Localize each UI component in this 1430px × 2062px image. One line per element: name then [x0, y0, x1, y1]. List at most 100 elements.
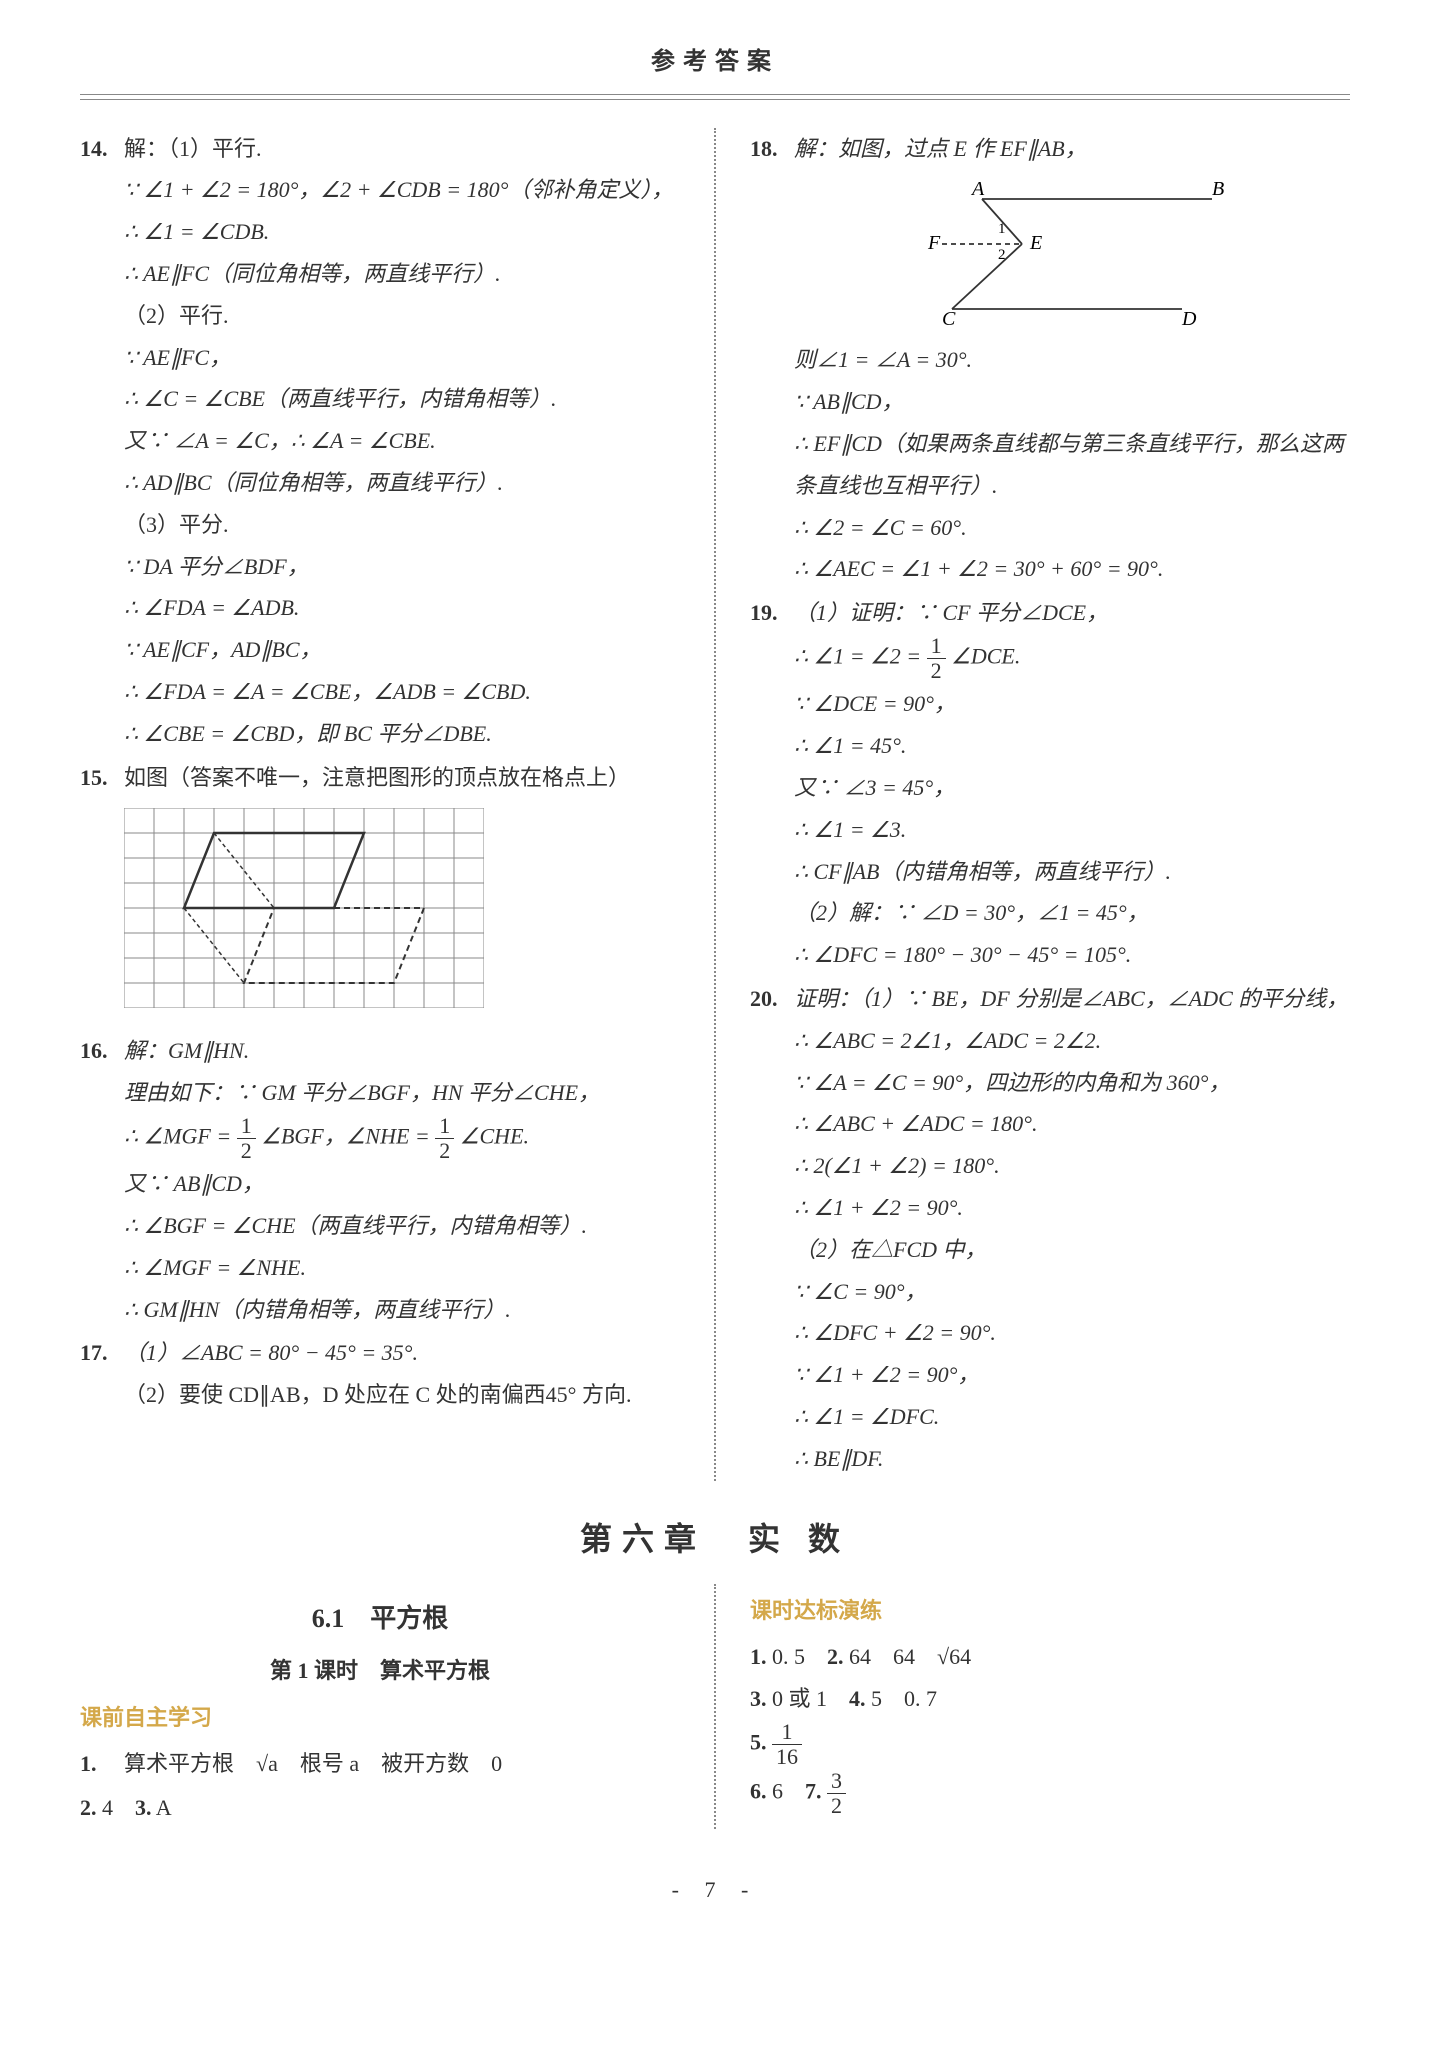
q14-line: 又∵ ∠A = ∠C，∴ ∠A = ∠CBE. [124, 420, 680, 462]
q20-line: ∴ ∠ABC + ∠ADC = 180°. [794, 1103, 1350, 1145]
r6-text: 6 [772, 1779, 783, 1804]
q17-body: （1）∠ABC = 80° − 45° = 35°. （2）要使 CD∥AB，D… [124, 1332, 680, 1416]
q15: 15. 如图（答案不唯一，注意把图形的顶点放在格点上） [80, 757, 680, 799]
q16-line: 又∵ AB∥CD， [124, 1163, 680, 1205]
q20-number: 20. [750, 978, 786, 1480]
q18-body: 解：如图，过点 E 作 EF∥AB， A B C D E F 1 [794, 128, 1350, 591]
pre-item-1-text: 算术平方根 √a 根号 a 被开方数 0 [124, 1751, 502, 1776]
q16-line: 理由如下：∵ GM 平分∠BGF，HN 平分∠CHE， [124, 1072, 680, 1114]
r7-num: 7. [805, 1779, 822, 1804]
pre-study-label: 课前自主学习 [80, 1697, 680, 1739]
q18-line: ∵ AB∥CD， [794, 381, 1350, 423]
chapter-column-divider [714, 1584, 716, 1829]
q16-body: 解：GM∥HN. 理由如下：∵ GM 平分∠BGF，HN 平分∠CHE， ∴ ∠… [124, 1030, 680, 1330]
q20: 20. 证明：（1）∵ BE，DF 分别是∠ABC，∠ADC 的平分线， ∴ ∠… [750, 978, 1350, 1480]
q19-body: （1）证明：∵ CF 平分∠DCE， ∴ ∠1 = ∠2 = 12 ∠DCE. … [794, 592, 1350, 976]
r4-num: 4. [849, 1686, 866, 1711]
section-title: 6.1 平方根 [80, 1594, 680, 1643]
right-column: 18. 解：如图，过点 E 作 EF∥AB， A B C D E [750, 128, 1350, 1482]
chapter-left-column: 6.1 平方根 第 1 课时 算术平方根 课前自主学习 1. 算术平方根 √a … [80, 1584, 680, 1829]
pre-item-3-num: 3. [135, 1795, 152, 1820]
practice-row-2: 3. 0 或 1 4. 5 0. 7 [750, 1678, 1350, 1720]
q18-line: 则∠1 = ∠A = 30°. [794, 339, 1350, 381]
q19-line: ∴ ∠1 = ∠3. [794, 809, 1350, 851]
practice-row-4: 6. 6 7. 32 [750, 1769, 1350, 1818]
r3-num: 3. [750, 1686, 767, 1711]
q19-line: ∴ ∠DFC = 180° − 30° − 45° = 105°. [794, 934, 1350, 976]
q16-line: ∴ ∠MGF = 12 ∠BGF，∠NHE = 12 ∠CHE. [124, 1114, 680, 1163]
chapter-two-column: 6.1 平方根 第 1 课时 算术平方根 课前自主学习 1. 算术平方根 √a … [80, 1584, 1350, 1829]
q15-grid-figure [124, 808, 484, 1008]
practice-row-3: 5. 116 [750, 1720, 1350, 1769]
pre-item-3-text: A [156, 1795, 172, 1820]
q19-line: ∴ CF∥AB（内错角相等，两直线平行）. [794, 851, 1350, 893]
r1-num: 1. [750, 1644, 767, 1669]
q16-line: ∴ ∠BGF = ∠CHE（两直线平行，内错角相等）. [124, 1205, 680, 1247]
practice-row-1: 1. 0. 5 2. 64 64 √64 [750, 1636, 1350, 1678]
q20-line: ∴ ∠1 = ∠DFC. [794, 1396, 1350, 1438]
pre-item-1-num: 1. [80, 1743, 116, 1785]
q14-line: ∵ DA 平分∠BDF， [124, 546, 680, 588]
q20-body: 证明：（1）∵ BE，DF 分别是∠ABC，∠ADC 的平分线， ∴ ∠ABC … [794, 978, 1350, 1480]
q18-line: ∴ EF∥CD（如果两条直线都与第三条直线平行，那么这两条直线也互相平行）. [794, 423, 1350, 507]
q19-line: ∴ ∠1 = ∠2 = 12 ∠DCE. [794, 634, 1350, 683]
lesson-title: 第 1 课时 算术平方根 [80, 1650, 680, 1692]
q17-line: （2）要使 CD∥AB，D 处应在 C 处的南偏西45° 方向. [124, 1374, 680, 1416]
q20-line: ∵ ∠A = ∠C = 90°，四边形的内角和为 360°， [794, 1062, 1350, 1104]
r5-num: 5. [750, 1729, 767, 1754]
q14-line: （2）平行. [124, 295, 680, 337]
q20-line: ∴ ∠DFC + ∠2 = 90°. [794, 1312, 1350, 1354]
r2-text: 64 64 √64 [849, 1644, 971, 1669]
svg-text:F: F [927, 232, 941, 254]
q19-line: ∴ ∠1 = 45°. [794, 725, 1350, 767]
q14-line: ∵ AE∥CF，AD∥BC， [124, 629, 680, 671]
q14-line: ∵ AE∥FC， [124, 337, 680, 379]
q16-number: 16. [80, 1030, 116, 1330]
q16-line: ∴ ∠MGF = ∠NHE. [124, 1247, 680, 1289]
q19-number: 19. [750, 592, 786, 976]
svg-text:E: E [1029, 232, 1042, 254]
q16-line: ∴ GM∥HN（内错角相等，两直线平行）. [124, 1289, 680, 1331]
q15-body: 如图（答案不唯一，注意把图形的顶点放在格点上） [124, 757, 680, 799]
q14: 14. 解：（1）平行. ∵ ∠1 + ∠2 = 180°，∠2 + ∠CDB … [80, 128, 680, 755]
pre-item-2-num: 2. [80, 1795, 97, 1820]
q16: 16. 解：GM∥HN. 理由如下：∵ GM 平分∠BGF，HN 平分∠CHE，… [80, 1030, 680, 1330]
pre-item-2-text: 4 [102, 1795, 113, 1820]
q18-line: ∴ ∠AEC = ∠1 + ∠2 = 30° + 60° = 90°. [794, 548, 1350, 590]
q14-line: ∴ AD∥BC（同位角相等，两直线平行）. [124, 462, 680, 504]
q14-number: 14. [80, 128, 116, 755]
r4-text: 5 0. 7 [871, 1686, 937, 1711]
q18-number: 18. [750, 128, 786, 591]
q14-line: 解：（1）平行. [124, 128, 680, 170]
q20-line: ∴ BE∥DF. [794, 1438, 1350, 1480]
q17: 17. （1）∠ABC = 80° − 45° = 35°. （2）要使 CD∥… [80, 1332, 680, 1416]
q19-line: 又∵ ∠3 = 45°， [794, 767, 1350, 809]
q20-line: ∴ 2(∠1 + ∠2) = 180°. [794, 1145, 1350, 1187]
q16-line: 解：GM∥HN. [124, 1030, 680, 1072]
q14-line: ∴ ∠CBE = ∠CBD，即 BC 平分∠DBE. [124, 713, 680, 755]
q20-line: 证明：（1）∵ BE，DF 分别是∠ABC，∠ADC 的平分线， [794, 978, 1350, 1020]
r2-num: 2. [827, 1644, 844, 1669]
r6-num: 6. [750, 1779, 767, 1804]
chapter-right-column: 课时达标演练 1. 0. 5 2. 64 64 √64 3. 0 或 1 4. … [750, 1584, 1350, 1829]
q20-line: ∴ ∠1 + ∠2 = 90°. [794, 1187, 1350, 1229]
header-rule [80, 99, 1350, 100]
q19-line: （1）证明：∵ CF 平分∠DCE， [794, 592, 1350, 634]
column-divider [714, 128, 716, 1482]
q14-line: ∴ ∠1 = ∠CDB. [124, 211, 680, 253]
q14-body: 解：（1）平行. ∵ ∠1 + ∠2 = 180°，∠2 + ∠CDB = 18… [124, 128, 680, 755]
r1-text: 0. 5 [772, 1644, 805, 1669]
r3-text: 0 或 1 [772, 1686, 827, 1711]
pre-item-1: 1. 算术平方根 √a 根号 a 被开方数 0 [80, 1743, 680, 1785]
q15-number: 15. [80, 757, 116, 799]
svg-text:C: C [942, 308, 956, 329]
page-header-title: 参考答案 [80, 40, 1350, 95]
practice-label: 课时达标演练 [750, 1590, 1350, 1632]
page-number: - 7 - [80, 1869, 1350, 1911]
q18-intro: 解：如图，过点 E 作 EF∥AB， [794, 128, 1350, 170]
q17-number: 17. [80, 1332, 116, 1416]
pre-item-row: 2. 4 3. A [80, 1787, 680, 1829]
main-two-column: 14. 解：（1）平行. ∵ ∠1 + ∠2 = 180°，∠2 + ∠CDB … [80, 128, 1350, 1482]
svg-text:D: D [1181, 308, 1197, 329]
svg-text:2: 2 [998, 247, 1006, 263]
